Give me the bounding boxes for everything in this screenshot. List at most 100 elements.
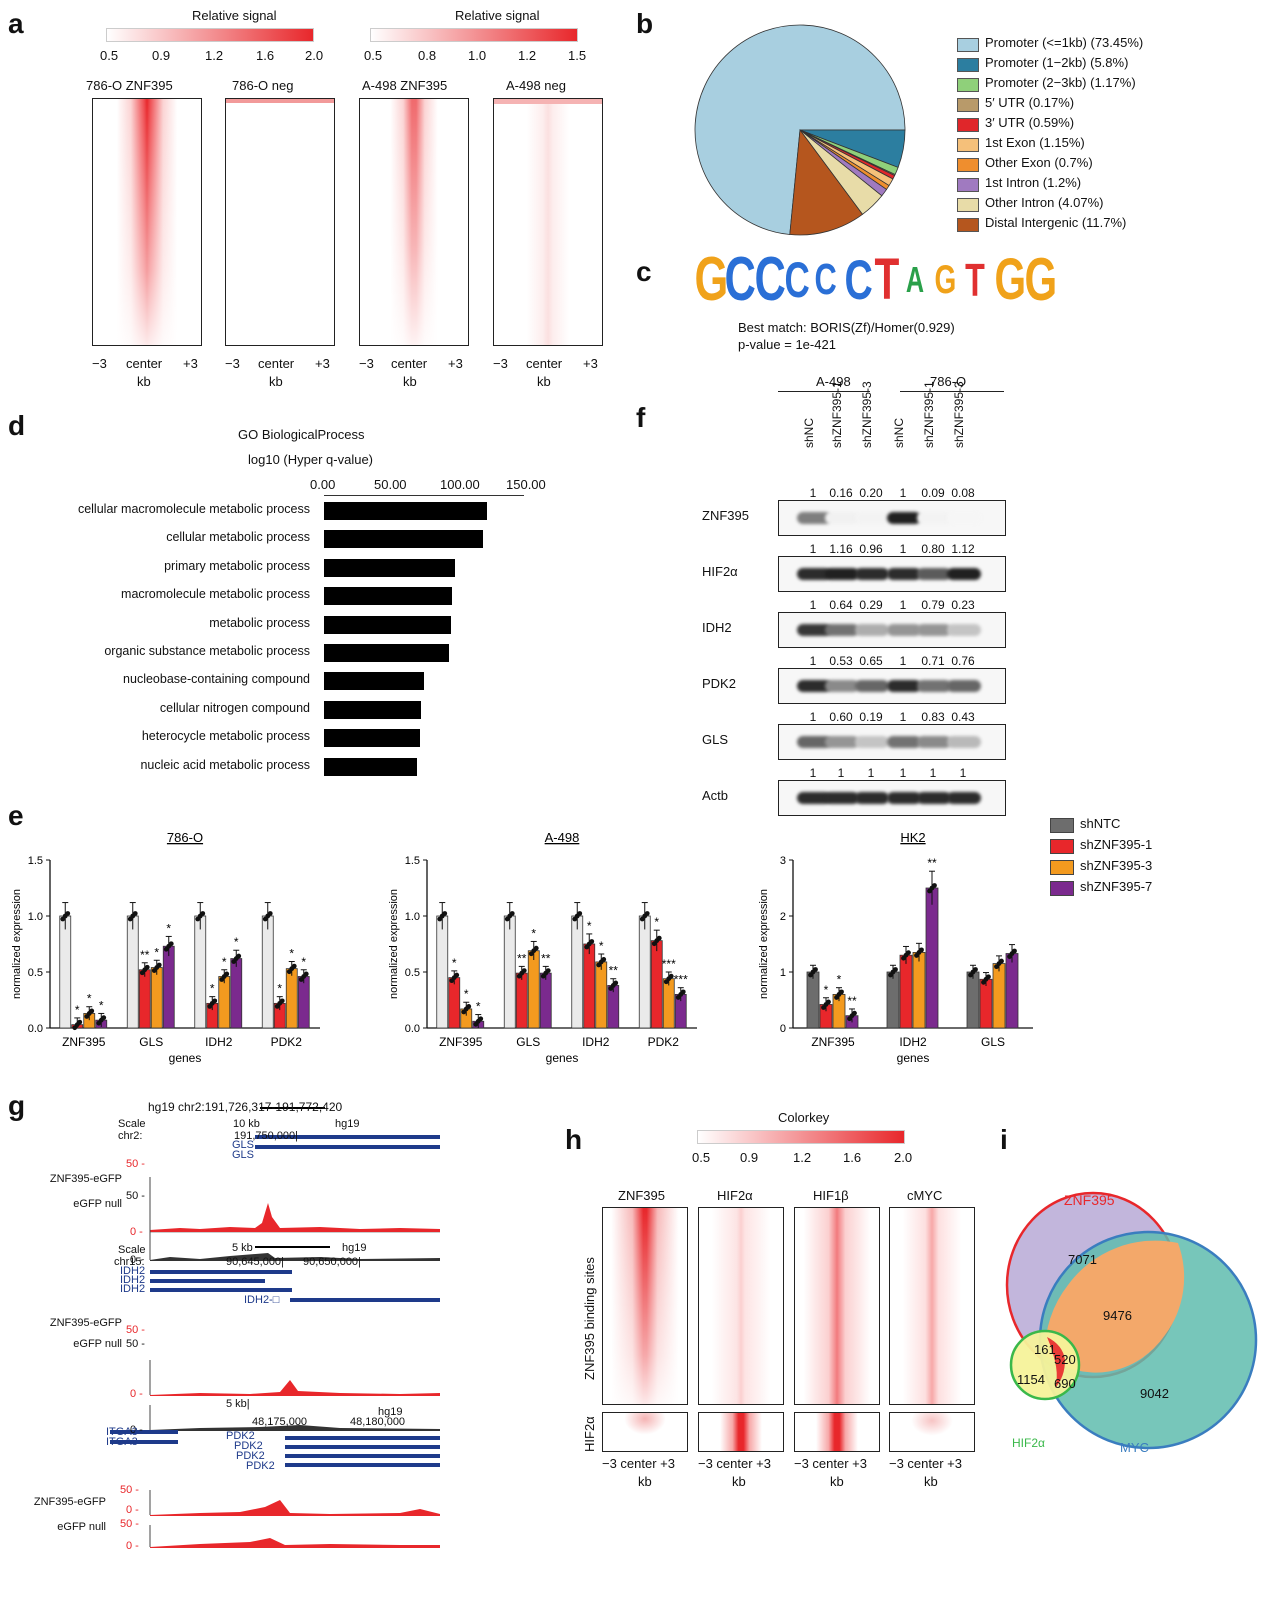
f-band — [797, 736, 831, 748]
e-significance: * — [654, 915, 659, 929]
d-bar — [324, 700, 422, 719]
g-t2-scale: Scale — [118, 1244, 146, 1256]
g-browser-svg — [110, 1107, 440, 1548]
g-t3-gene: PDK2 — [234, 1440, 263, 1452]
xunit: kb — [537, 374, 551, 389]
a-scale1-title: Relative signal — [192, 8, 277, 23]
e-bar — [650, 940, 663, 1029]
d-bar-label: cellular macromolecule metabolic process — [77, 502, 310, 516]
g-signal-pdk2 — [150, 1500, 440, 1516]
e-bar — [261, 915, 274, 1029]
e-data-point — [291, 963, 297, 969]
f-quant: 0.29 — [859, 598, 883, 612]
a-heatmap-786o-znf395 — [92, 98, 202, 346]
g-t3-coord: 48,180,000 — [350, 1416, 406, 1428]
f-blot-box — [778, 500, 1006, 536]
xtick: −3 — [92, 356, 107, 371]
tick: 0.8 — [418, 48, 437, 63]
g-t3-bar: 5 kb| — [226, 1398, 250, 1410]
d-bar — [324, 672, 424, 691]
f-band — [947, 680, 981, 692]
legend-label: Promoter (2−3kb) (1.17%) — [985, 75, 1136, 90]
e-bar — [595, 961, 608, 1029]
g-ytick: 0 - — [130, 1424, 143, 1436]
motif-letter: G — [934, 258, 957, 302]
e-category-label: GLS — [139, 1035, 163, 1049]
d-bar-label: primary metabolic process — [164, 558, 310, 573]
motif-letter: C — [724, 245, 756, 314]
d-bar-label: heterocycle metabolic process — [141, 729, 310, 744]
legend-label: 3′ UTR (0.59%) — [985, 115, 1075, 130]
g-t2-bar: 5 kb — [232, 1242, 253, 1254]
e-bar — [448, 977, 461, 1029]
f-quant: 1 — [899, 710, 907, 724]
g-t3-left-gene: ITGA3 — [106, 1436, 138, 1448]
g-t1-coord: 191,750,000| — [234, 1130, 299, 1142]
xunit: kb — [403, 374, 417, 389]
e-significance: * — [824, 983, 829, 997]
legend-label: 1st Exon (1.15%) — [985, 135, 1085, 150]
d-bar-label: metabolic process — [209, 615, 310, 630]
e-chart-786o: 786-O 0.0 0.5 1.0 1.5 normalized expression ZN… — [11, 830, 320, 1065]
e-bar — [925, 887, 939, 1029]
e-legend-label: shZNF395-7 — [1080, 879, 1153, 894]
g-t3-coord: 48,175,000 — [252, 1416, 308, 1428]
f-band — [887, 680, 921, 692]
h-xticks: −3 center +3 — [794, 1456, 867, 1471]
f-quant: 0.76 — [951, 654, 975, 668]
e-category-label: IDH2 — [899, 1035, 927, 1049]
e-bar — [571, 915, 584, 1029]
xtick: −3 — [359, 356, 374, 371]
f-blot-label: GLS — [702, 732, 729, 747]
f-band — [855, 568, 889, 580]
i-count: 9042 — [1140, 1386, 1169, 1401]
h-heatmap-hif2a — [698, 1207, 784, 1405]
i-circle-hif2a — [1009, 1329, 1081, 1401]
g-header: hg19 chr2:191,726,317-191,772,420 — [148, 1100, 343, 1114]
e-significance: ** — [847, 994, 857, 1008]
h-xunit: kb — [638, 1474, 652, 1489]
g-t2-coord: 90,645,000| — [226, 1256, 284, 1268]
motif-letter: A — [905, 259, 925, 300]
i-label-myc: MYC — [1120, 1440, 1149, 1455]
f-band — [917, 624, 951, 636]
f-band — [855, 624, 889, 636]
panel-letter-c: c — [636, 256, 652, 287]
h-heatmap-cmyc — [889, 1207, 975, 1405]
f-blot-box — [778, 612, 1006, 648]
i-label-znf395: ZNF395 — [1064, 1192, 1115, 1208]
legend-swatch — [957, 218, 979, 232]
e-category-label: ZNF395 — [811, 1035, 855, 1049]
e-chart-a498: A-498 0.0 0.5 1.0 1.5 normalized expression ZN… — [388, 830, 697, 1065]
f-lane-label: shNC — [892, 417, 906, 448]
panel-letter-a: a — [8, 8, 24, 39]
f-quant: 1 — [809, 654, 817, 668]
f-band — [917, 792, 951, 804]
e-data-point — [212, 998, 218, 1004]
f-group-a498: A-498 — [816, 374, 851, 389]
g-ytick: 0 - — [126, 1504, 139, 1516]
e-significance: ** — [541, 951, 551, 965]
e-bar — [966, 971, 980, 1029]
e-bar — [150, 967, 163, 1029]
f-band — [825, 512, 859, 524]
e-data-point — [303, 971, 309, 977]
e-significance: * — [166, 921, 171, 935]
e-bar — [162, 945, 175, 1029]
e-category-label: ZNF395 — [62, 1035, 106, 1049]
e-significance: ** — [927, 856, 937, 870]
f-band — [947, 512, 981, 524]
e-ytick-label: 2 — [780, 911, 786, 923]
tick: 2.0 — [894, 1150, 913, 1165]
i-overlap-tri — [1047, 1337, 1065, 1388]
f-band — [947, 792, 981, 804]
xtick: center — [258, 356, 295, 371]
e-bar — [503, 915, 516, 1029]
e-significance: * — [531, 926, 536, 940]
xtick: center — [391, 356, 428, 371]
h-row-label: ZNF395 binding sites — [582, 1257, 597, 1380]
f-quant: 0.43 — [951, 710, 975, 724]
e-significance: *** — [662, 957, 676, 971]
e-significance: * — [587, 919, 592, 933]
e-bar — [886, 971, 900, 1029]
